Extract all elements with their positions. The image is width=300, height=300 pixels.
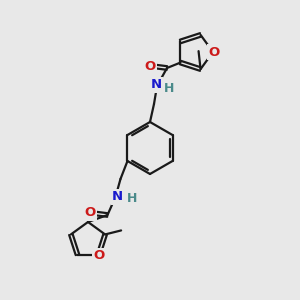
Text: O: O (208, 46, 220, 59)
Text: N: N (150, 79, 162, 92)
Text: H: H (164, 82, 174, 94)
Text: H: H (127, 193, 137, 206)
Text: O: O (93, 249, 104, 262)
Text: O: O (144, 59, 156, 73)
Text: N: N (112, 190, 123, 203)
Text: O: O (85, 206, 96, 220)
